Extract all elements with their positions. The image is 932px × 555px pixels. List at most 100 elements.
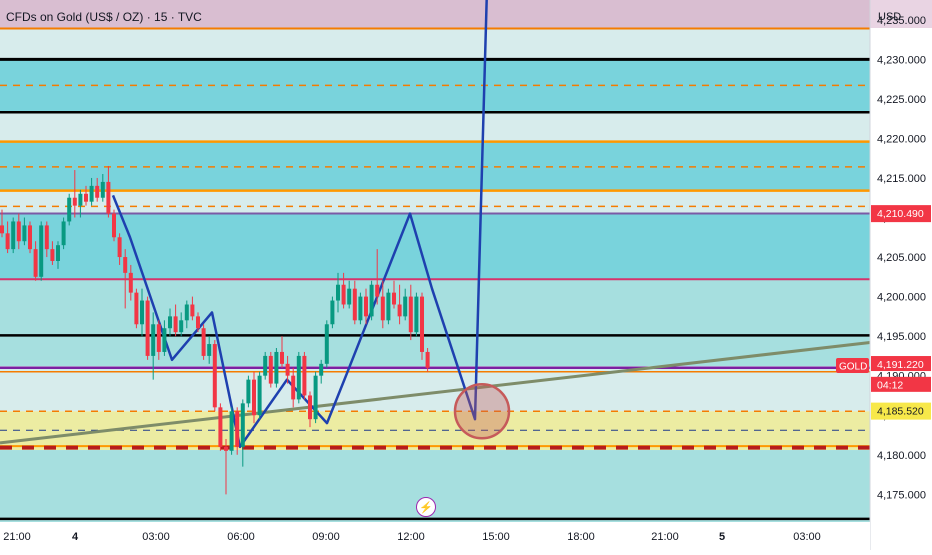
candle bbox=[11, 217, 16, 254]
x-tick-label: 12:00 bbox=[397, 531, 425, 543]
candle bbox=[184, 300, 189, 329]
candle bbox=[123, 249, 128, 309]
candle bbox=[72, 170, 77, 218]
price-label-4 bbox=[871, 402, 931, 420]
candle bbox=[151, 312, 156, 380]
candle bbox=[201, 324, 206, 360]
candle bbox=[296, 351, 301, 404]
candle bbox=[207, 336, 212, 364]
candle bbox=[280, 336, 284, 368]
candle bbox=[0, 209, 4, 238]
candle bbox=[140, 288, 144, 337]
time-axis-bg bbox=[0, 522, 870, 550]
x-tick-label: 21:00 bbox=[651, 531, 679, 543]
candle bbox=[308, 391, 312, 428]
candle bbox=[341, 272, 346, 309]
candle bbox=[218, 403, 223, 451]
candle bbox=[380, 280, 385, 329]
price-zone-3 bbox=[0, 112, 870, 142]
candle bbox=[336, 272, 340, 313]
x-tick-label: 4 bbox=[72, 531, 79, 543]
candle bbox=[179, 312, 184, 337]
time-axis-layer: 21:00 4 03:00 06:00 09:00 12:00 15:00 18:00 21:0… bbox=[0, 522, 870, 550]
y-tick-label: 4,230.000 bbox=[877, 54, 926, 66]
candle bbox=[100, 174, 105, 202]
chart-title: CFDs on Gold (US$ / OZ) · 15 · TVC bbox=[6, 10, 202, 24]
price-axis-layer: 4,235.000 4,230.000 4,225.000 4,220.000 4,21… bbox=[836, 0, 932, 550]
candle bbox=[375, 249, 380, 305]
candle bbox=[324, 320, 329, 368]
y-tick-label: 4,225.000 bbox=[877, 94, 926, 106]
x-tick-label: 5 bbox=[719, 531, 725, 543]
candle bbox=[364, 288, 368, 325]
candle bbox=[162, 320, 167, 356]
candle bbox=[257, 371, 262, 420]
price-zone-7 bbox=[0, 279, 870, 367]
candle bbox=[224, 438, 228, 495]
countdown-label bbox=[871, 376, 931, 392]
candle bbox=[156, 320, 161, 360]
y-tick-label: 4,220.000 bbox=[877, 133, 926, 145]
x-tick-label: 21:00 bbox=[3, 531, 31, 543]
candle bbox=[196, 312, 200, 333]
candle bbox=[128, 264, 133, 301]
candle bbox=[386, 288, 391, 325]
price-label-0 bbox=[871, 205, 931, 223]
candle bbox=[291, 367, 296, 408]
price-zone-4 bbox=[0, 141, 870, 191]
candle bbox=[112, 209, 116, 242]
symbol-tag-text: GOLD bbox=[839, 362, 867, 373]
candle bbox=[190, 296, 195, 321]
candle bbox=[168, 308, 172, 337]
candle bbox=[117, 233, 122, 265]
candle bbox=[352, 280, 357, 325]
candle bbox=[56, 241, 60, 269]
price-zone-5 bbox=[0, 190, 870, 214]
price-zone-1 bbox=[0, 28, 870, 60]
candle bbox=[61, 217, 66, 250]
candle bbox=[263, 351, 268, 380]
candle bbox=[22, 217, 27, 246]
candle bbox=[173, 304, 178, 337]
price-label-text: 4,210.490 bbox=[877, 208, 924, 220]
candle bbox=[285, 355, 290, 384]
candle bbox=[84, 185, 88, 206]
target-circle[interactable] bbox=[453, 383, 511, 440]
candles-layer bbox=[0, 166, 430, 495]
candle bbox=[134, 288, 139, 329]
y-tick-label: 4,215.000 bbox=[877, 173, 926, 185]
y-tick-label: 4,175.000 bbox=[877, 489, 926, 501]
x-tick-label: 09:00 bbox=[312, 531, 340, 543]
candle bbox=[268, 351, 273, 388]
y-tick-label: 4,200.000 bbox=[877, 292, 926, 304]
event-bolt-icon[interactable]: ⚡ bbox=[416, 497, 436, 517]
candle bbox=[403, 288, 408, 321]
y-tick-label: 4,195.000 bbox=[877, 331, 926, 343]
price-label-text: 4,185.520 bbox=[877, 406, 924, 418]
candle bbox=[414, 292, 419, 337]
candle bbox=[106, 166, 111, 218]
y-tick-label: 4,180.000 bbox=[877, 450, 926, 462]
candle bbox=[347, 280, 352, 309]
candle bbox=[420, 292, 424, 360]
candle bbox=[246, 375, 251, 408]
candle bbox=[408, 284, 413, 341]
candle bbox=[319, 359, 324, 384]
candle bbox=[358, 292, 363, 325]
candle bbox=[145, 296, 150, 360]
price-axis-top-band bbox=[870, 0, 932, 28]
candle bbox=[50, 241, 55, 265]
trendline-0[interactable] bbox=[0, 340, 871, 445]
x-tick-label: 18:00 bbox=[567, 531, 595, 543]
price-zone-6 bbox=[0, 213, 870, 280]
candle bbox=[95, 177, 100, 202]
candle bbox=[229, 407, 234, 455]
candle bbox=[397, 284, 402, 325]
candle bbox=[5, 221, 10, 254]
candle bbox=[369, 280, 374, 321]
symbol-tag bbox=[836, 358, 869, 374]
currency-label[interactable]: USD bbox=[878, 11, 902, 23]
candle bbox=[39, 221, 44, 281]
